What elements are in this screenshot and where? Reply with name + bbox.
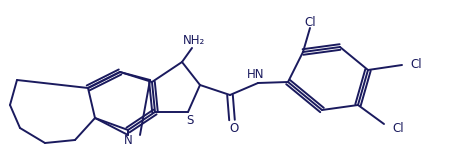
Text: N: N: [124, 133, 133, 147]
Text: O: O: [230, 121, 239, 135]
Text: S: S: [186, 113, 193, 127]
Text: Cl: Cl: [392, 121, 404, 135]
Text: HN: HN: [247, 68, 265, 81]
Text: Cl: Cl: [410, 59, 422, 72]
Text: Cl: Cl: [304, 16, 316, 28]
Text: NH₂: NH₂: [183, 33, 205, 47]
